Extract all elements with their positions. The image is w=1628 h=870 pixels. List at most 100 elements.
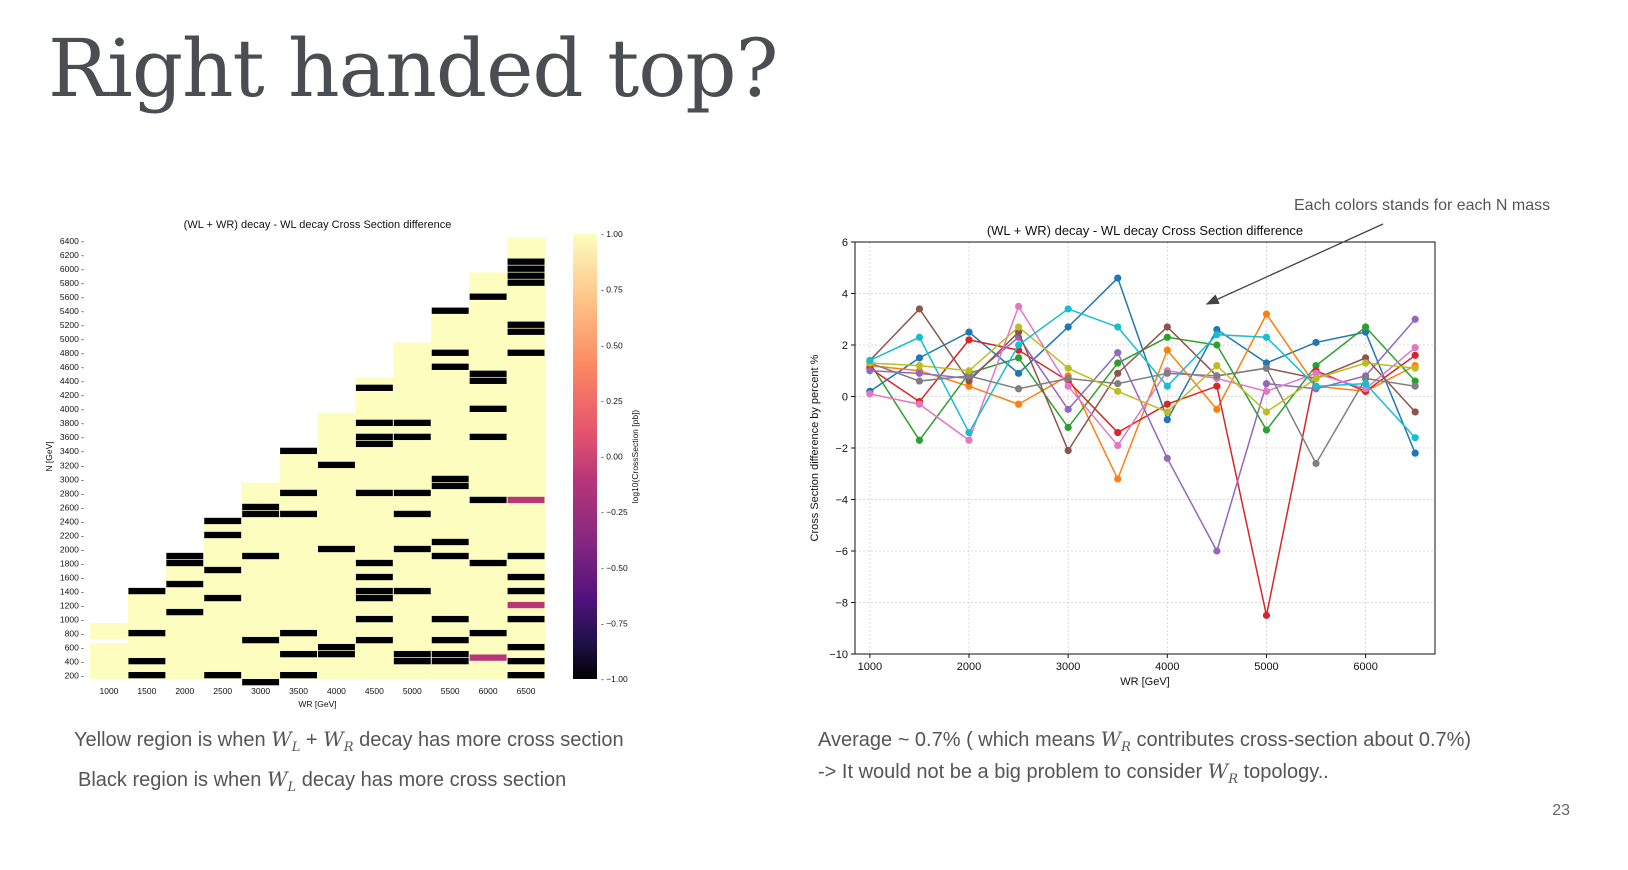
heatmap-ytick-label: 1800 - <box>60 558 84 568</box>
series-point <box>1312 369 1320 377</box>
xtick-label: 1000 <box>858 661 882 673</box>
heatmap-ytick-label: 4000 - <box>60 404 84 414</box>
heatmap-cell-negative <box>318 650 355 658</box>
series-point <box>1163 323 1171 331</box>
heatmap-cell-negative <box>507 321 545 328</box>
colorbar-tick-label: - −0.25 <box>601 507 628 517</box>
heatmap-column <box>431 307 470 679</box>
series-point <box>1411 364 1419 372</box>
series-point <box>1262 380 1271 388</box>
ytick-label: −2 <box>835 443 848 455</box>
heatmap-xtick-label: 2000 <box>175 686 194 696</box>
heatmap-ytick-label: 2800 - <box>60 488 84 498</box>
heatmap-xtick-label: 1000 <box>99 686 118 696</box>
series-point <box>915 362 924 370</box>
heatmap-ytick-label: 600 - <box>65 642 85 652</box>
series-point <box>1163 416 1171 424</box>
colorbar-tick-label: - 0.00 <box>601 452 623 462</box>
heatmap-ytick-label: 5200 - <box>60 320 84 330</box>
series-point <box>1361 359 1370 367</box>
series-point <box>1361 328 1370 336</box>
heatmap-cell-negative <box>393 545 431 553</box>
heatmap-cell-negative <box>242 510 280 518</box>
series-point <box>866 367 874 375</box>
series-point <box>1014 369 1023 377</box>
series-point <box>1411 343 1419 352</box>
colorbar-label: log10(CrossSection [pb]) <box>630 410 640 504</box>
heatmap-cell-negative <box>355 594 393 602</box>
series-point <box>915 305 924 313</box>
heatmap-cell-negative <box>393 657 431 665</box>
ytick-label: 6 <box>842 237 848 249</box>
series-point <box>1014 385 1023 393</box>
heatmap-cell-negative <box>318 461 355 469</box>
heatmap-cell-negative <box>507 573 545 581</box>
heatmap-cell-negative <box>242 636 280 644</box>
heatmap-ytick-label: 3400 - <box>60 446 84 456</box>
series-point <box>915 400 924 408</box>
ytick-label: 2 <box>842 340 848 352</box>
heatmap-cell-negative <box>166 552 204 560</box>
series-point <box>1064 446 1072 455</box>
heatmap-cell-negative <box>204 517 242 525</box>
series-point <box>1114 274 1122 282</box>
series-point <box>1411 449 1419 457</box>
series-point <box>1262 408 1271 416</box>
heatmap-cell-negative <box>355 636 393 644</box>
series-point <box>1163 408 1171 416</box>
heatmap-ytick-label: 200 - <box>65 670 85 680</box>
series-point <box>1213 382 1221 390</box>
series-point <box>1312 362 1320 370</box>
heatmap-column <box>507 237 545 679</box>
heatmap-cell-negative <box>355 433 393 441</box>
heatmap-cell-negative <box>242 552 280 560</box>
series-point <box>965 377 973 385</box>
series-point <box>1114 359 1122 367</box>
heatmap-cell-zero <box>507 496 545 504</box>
series-point <box>965 382 973 390</box>
series-point <box>1312 374 1320 383</box>
heatmap-column <box>90 622 128 679</box>
series-point <box>1114 323 1122 331</box>
heatmap-cell-negative <box>431 657 469 665</box>
heatmap-column <box>165 552 204 679</box>
heatmap-xtick-label: 4000 <box>327 686 346 696</box>
heatmap-cell-negative <box>507 552 545 560</box>
linechart-ylabel: Cross Section difference by percent % <box>809 354 821 541</box>
heatmap-column <box>279 447 318 679</box>
series-point <box>1064 405 1072 413</box>
xtick-label: 4000 <box>1155 661 1179 673</box>
heatmap-title: (WL + WR) decay - WL decay Cross Section… <box>184 219 452 231</box>
heatmap-cell-negative <box>507 328 545 335</box>
series-point <box>1014 302 1023 310</box>
heatmap-xtick-label: 2500 <box>213 686 232 696</box>
heatmap-xtick-label: 3000 <box>251 686 270 696</box>
series-point <box>1213 405 1221 413</box>
heatmap-ytick-label: 3600 - <box>60 432 84 442</box>
heatmap-ytick-label: 3200 - <box>60 460 84 470</box>
heatmap-cell-negative <box>204 531 242 539</box>
heatmap-cell-negative <box>355 419 393 427</box>
heatmap-ytick-label: 400 - <box>65 656 85 666</box>
ytick-label: −10 <box>829 649 848 661</box>
heatmap-ytick-label: 800 - <box>65 628 85 638</box>
heatmap-cell-negative <box>431 307 469 314</box>
series-line <box>869 318 1416 553</box>
heatmap-ytick-label: 6400 - <box>60 236 84 246</box>
ytick-label: −6 <box>835 546 848 558</box>
heatmap-cell-negative <box>318 545 355 553</box>
series-point <box>1064 374 1072 383</box>
heatmap-cell-negative <box>355 440 393 448</box>
heatmap-column <box>469 272 508 679</box>
heatmap-cell-negative <box>431 552 469 560</box>
series-point <box>1014 323 1023 331</box>
xtick-label: 3000 <box>1056 661 1080 673</box>
heatmap-cell-negative <box>128 629 166 637</box>
heatmap-ytick-label: 4400 - <box>60 376 84 386</box>
heatmap-cell-negative <box>431 538 469 546</box>
heatmap-cell-negative <box>280 510 317 518</box>
left-caption-2: Black region is when WL decay has more c… <box>78 767 567 795</box>
series-point <box>915 333 924 341</box>
heatmap-cell-negative <box>469 370 507 377</box>
series-point <box>1114 441 1122 450</box>
